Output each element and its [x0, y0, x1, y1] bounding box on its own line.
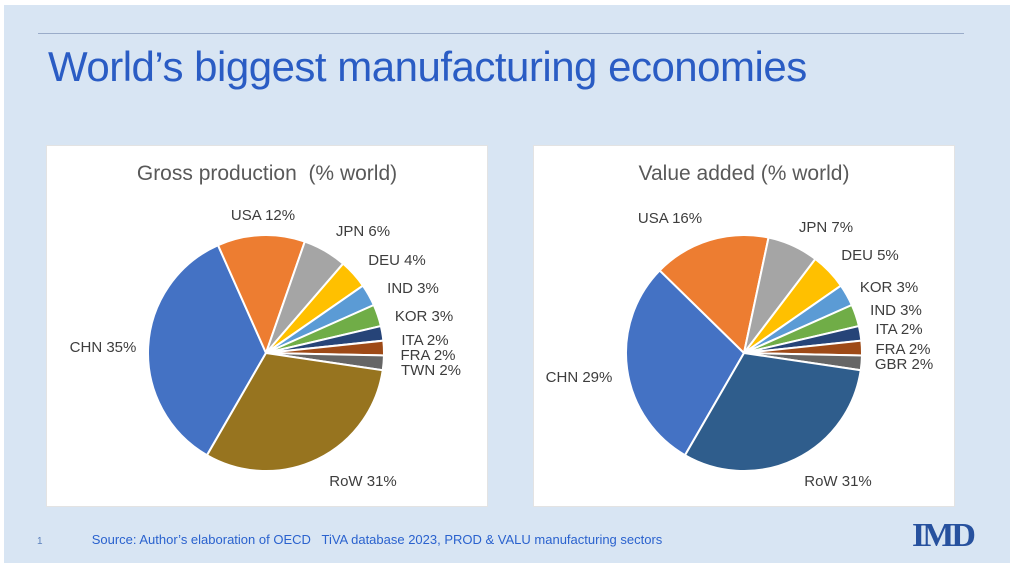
slice-label-USA: USA 16% [637, 209, 703, 227]
slice-label-DEU: DEU 4% [368, 251, 426, 269]
slice-label-CHN: CHN 35% [69, 338, 137, 356]
slide-title: World’s biggest manufacturing economies [48, 43, 807, 90]
slice-label-ITA: ITA 2% [401, 331, 449, 349]
slice-label-FRA: FRA 2% [400, 346, 456, 364]
slice-label-RoW: RoW 31% [329, 472, 397, 490]
slice-label-JPN: JPN 6% [335, 222, 391, 240]
slice-label-ITA: ITA 2% [875, 320, 923, 338]
imd-logo: IMD [912, 517, 976, 554]
slice-label-DEU: DEU 5% [841, 246, 899, 264]
slice-label-KOR: KOR 3% [394, 307, 454, 325]
pie-slice-RoW [205, 351, 384, 472]
slide-background: World’s biggest manufacturing economies … [4, 5, 1010, 563]
pie-chart [625, 234, 863, 472]
title-divider-rule [38, 33, 964, 34]
slice-label-USA: USA 12% [230, 206, 296, 224]
pie-slice-RoW [683, 351, 862, 472]
slice-label-JPN: JPN 7% [798, 218, 854, 236]
slice-label-KOR: KOR 3% [859, 278, 919, 296]
pie-slice-USA [658, 234, 770, 355]
pie-slice-CHN [625, 269, 746, 457]
page-number: 1 [37, 536, 43, 547]
chart-title-gross-production: Gross production (% world) [136, 162, 398, 185]
pie-slice-USA [216, 234, 307, 356]
pie-chart [147, 234, 385, 472]
slice-label-IND: IND 3% [870, 301, 922, 319]
value-added-chart-card: Value added (% world) CHN 29% USA 16% JPN … [533, 145, 955, 507]
slice-label-IND: IND 3% [387, 279, 439, 297]
source-note: Source: Author’s elaboration of OECD TiV… [91, 532, 663, 547]
slice-label-GBR: GBR 2% [874, 355, 934, 373]
slice-label-RoW: RoW 31% [804, 472, 872, 490]
slice-label-CHN: CHN 29% [545, 368, 613, 386]
slice-label-TWN: TWN 2% [401, 361, 461, 379]
gross-production-chart-card: Gross production (% world) CHN 35% USA 12… [46, 145, 488, 507]
chart-title-value-added: Value added (% world) [638, 162, 850, 185]
slice-label-FRA: FRA 2% [875, 340, 931, 358]
